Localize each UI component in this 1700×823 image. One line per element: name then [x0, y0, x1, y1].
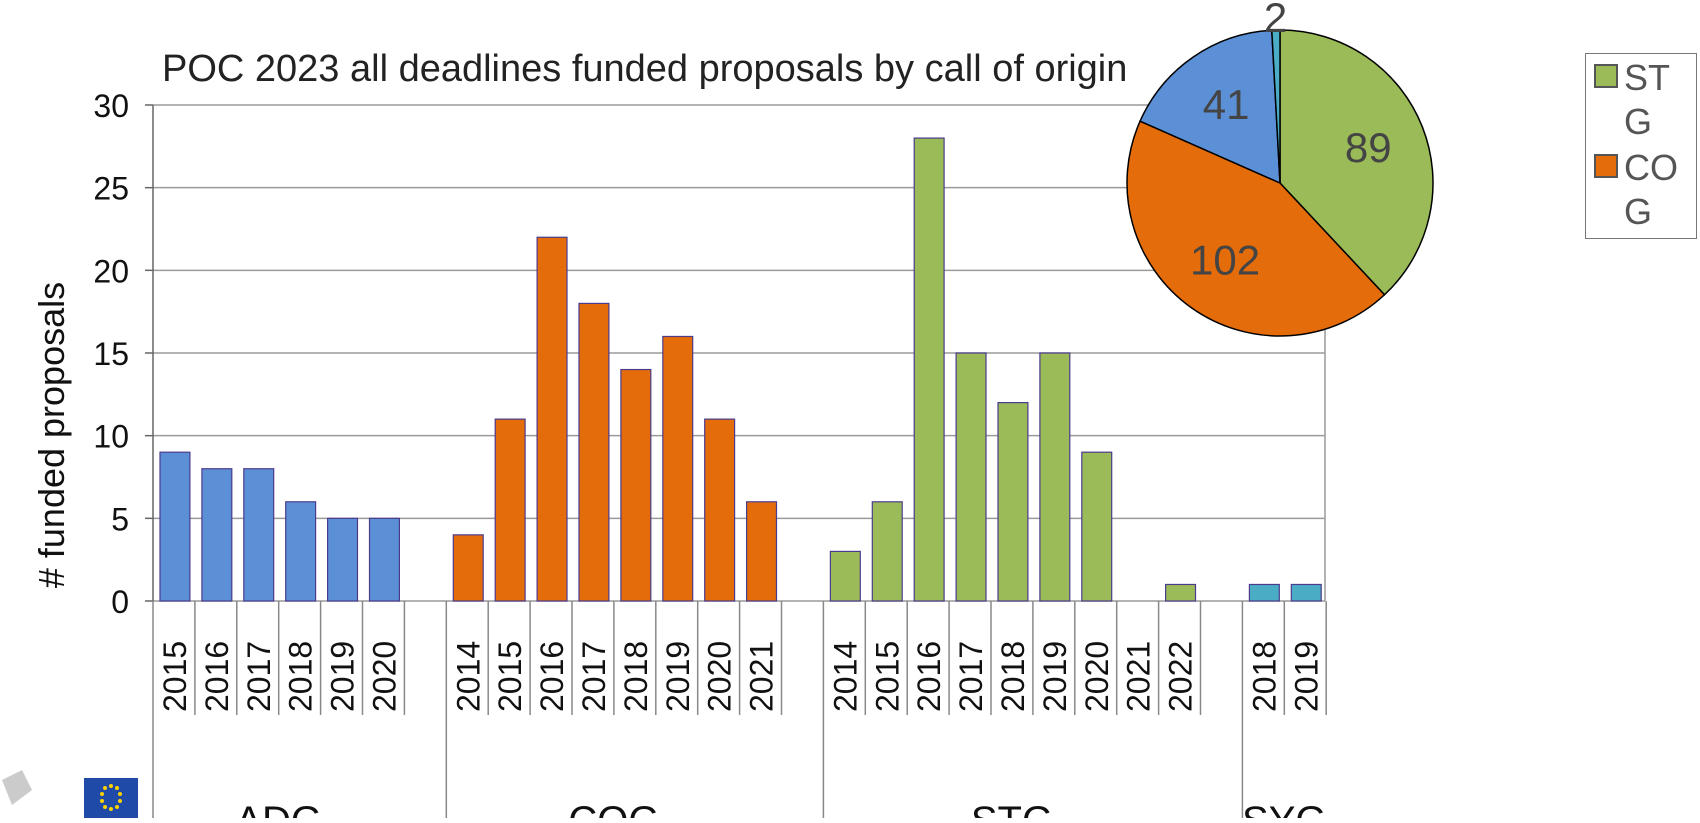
y-tick-label: 0: [111, 584, 129, 620]
bar-stg-2017: [955, 352, 987, 602]
x-tick-label: 2014: [827, 641, 863, 712]
x-tick-label: 2022: [1163, 641, 1199, 712]
bar-stg-2022: [1164, 583, 1197, 602]
x-tick-label: 2018: [618, 641, 654, 712]
x-tick-label: 2016: [911, 641, 947, 712]
bar-cog-2019: [662, 335, 694, 602]
bar-syg-2018: [1248, 583, 1280, 602]
y-tick-label: 30: [93, 88, 129, 124]
bar-stg-2019: [1039, 352, 1071, 602]
x-tick-label: 2020: [366, 641, 402, 712]
axes: 0 5 10 15 20 25 30: [93, 88, 1327, 818]
x-tick-label: 2020: [702, 641, 738, 712]
bar-adg-2019: [327, 517, 359, 602]
group-label-syg: SYG: [1242, 799, 1326, 818]
x-tick-label: 2018: [1246, 641, 1282, 712]
x-tick-label: 2020: [1079, 641, 1115, 712]
pie-slice-syg: [1271, 29, 1281, 184]
bar-cog-2020: [704, 418, 736, 602]
bar-cog-2021: [745, 501, 778, 602]
pie-slice-stg: [1279, 29, 1434, 296]
pie-data-label: 102: [1190, 236, 1260, 283]
bar-cog-2018: [620, 368, 652, 602]
pie-data-label: 2: [1264, 0, 1287, 41]
pie-data-label: 41: [1203, 81, 1250, 128]
x-tick-label: 2017: [953, 641, 989, 712]
x-tick-label: 2016: [199, 641, 235, 712]
bar-cog-2017: [578, 302, 610, 602]
legend-item-cog: COG: [1594, 146, 1694, 234]
pie-slice-cog: [1126, 120, 1386, 337]
pie-slice-adg: [1139, 29, 1281, 185]
bar-stg-2014: [829, 550, 861, 602]
x-tick-label: 2021: [1121, 641, 1157, 712]
x-tick-label: 2014: [450, 641, 486, 712]
y-tick-label: 20: [93, 253, 129, 289]
x-tick-label: 2015: [157, 641, 193, 712]
bar-stg-2015: [871, 501, 903, 602]
bar-cog-2015: [494, 418, 526, 602]
pie-chart: 89 102 41 2: [1126, 0, 1434, 337]
x-tick-label: 2017: [241, 641, 277, 712]
x-tick-label: 2016: [534, 641, 570, 712]
x-tick-label: 2018: [995, 641, 1031, 712]
bar-series: [159, 137, 1322, 602]
eu-flag-logo: [84, 778, 138, 818]
chart-title: POC 2023 all deadlines funded proposals …: [162, 48, 1128, 90]
legend-item-stg: STG: [1594, 56, 1694, 144]
y-tick-label: 10: [93, 419, 129, 455]
x-tick-label: 2018: [283, 641, 319, 712]
bar-adg-2016: [201, 468, 233, 602]
y-tick-label: 25: [93, 171, 129, 207]
y-tick-label: 5: [111, 501, 129, 537]
legend-label-cog: COG: [1624, 147, 1678, 232]
group-label-cog: COG: [568, 799, 659, 818]
bar-adg-2020: [368, 517, 400, 602]
bar-stg-2018: [997, 402, 1029, 602]
x-tick-label: 2017: [576, 641, 612, 712]
legend-swatch-stg: [1594, 64, 1618, 88]
bar-adg-2017: [243, 468, 275, 602]
logo-mark: [0, 760, 42, 818]
x-tick-label: 2019: [660, 641, 696, 712]
group-label-adg: ADG: [235, 799, 322, 818]
bar-cog-2016: [536, 236, 568, 602]
x-tick-label: 2021: [744, 641, 780, 712]
x-tick-labels: 201520162017201820192020ADG2014201520162…: [157, 641, 1327, 818]
bar-syg-2019: [1290, 583, 1322, 602]
pie-data-label: 89: [1345, 124, 1392, 171]
pie-legend: STG COG: [1585, 53, 1697, 239]
x-tick-label: 2015: [869, 641, 905, 712]
x-tick-label: 2019: [325, 641, 361, 712]
bar-adg-2018: [285, 501, 317, 602]
bar-cog-2014: [452, 534, 484, 602]
x-tick-label: 2015: [492, 641, 528, 712]
bar-stg-2020: [1081, 451, 1113, 602]
bar-stg-2016: [913, 137, 945, 602]
x-tick-label: 2019: [1037, 641, 1073, 712]
bar-adg-2015: [159, 451, 191, 602]
y-tick-label: 15: [93, 336, 129, 372]
legend-label-stg: STG: [1624, 57, 1671, 142]
group-label-stg: STG: [971, 799, 1053, 818]
legend-swatch-cog: [1594, 154, 1618, 178]
x-tick-label: 2019: [1288, 641, 1324, 712]
y-axis-label: # funded proposals: [31, 281, 72, 589]
